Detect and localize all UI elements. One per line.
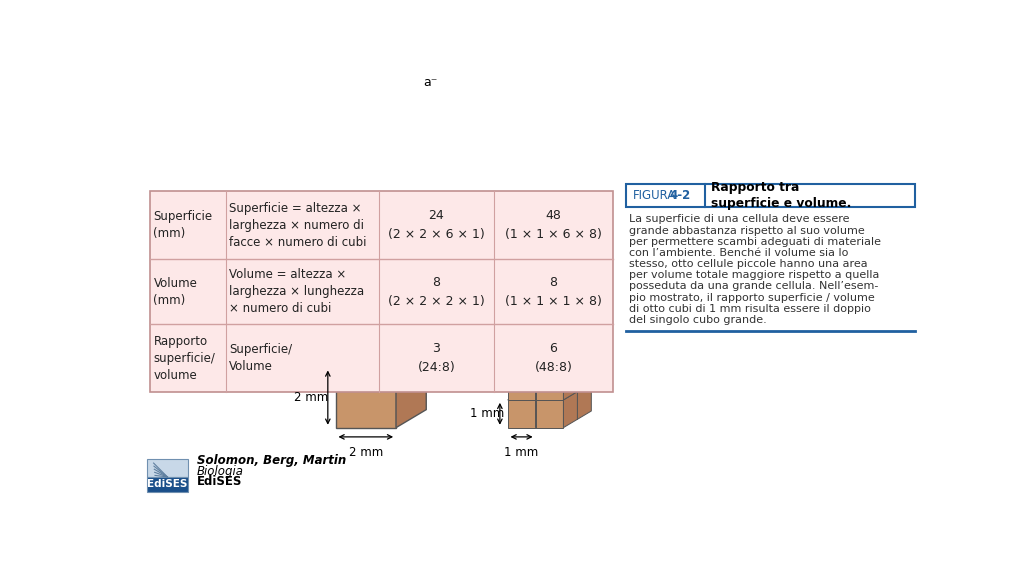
Text: Superficie = altezza ×
larghezza × numero di
facce × numero di cubi: Superficie = altezza × larghezza × numer… <box>229 202 367 249</box>
Text: Biologia: Biologia <box>196 465 243 478</box>
Polygon shape <box>507 372 535 400</box>
Polygon shape <box>507 364 549 372</box>
Polygon shape <box>549 383 591 392</box>
Polygon shape <box>564 392 577 427</box>
Text: Volume = altezza ×
larghezza × lunghezza
× numero di cubi: Volume = altezza × larghezza × lunghezza… <box>229 268 364 316</box>
Text: Solomon, Berg, Martin: Solomon, Berg, Martin <box>196 454 346 467</box>
Text: grande abbastanza rispetto al suo volume: grande abbastanza rispetto al suo volume <box>629 226 865 235</box>
Polygon shape <box>522 392 549 419</box>
Polygon shape <box>549 364 577 392</box>
Polygon shape <box>522 356 564 364</box>
FancyBboxPatch shape <box>149 259 613 324</box>
Text: 8
(1 × 1 × 1 × 8): 8 (1 × 1 × 1 × 8) <box>505 276 602 308</box>
Polygon shape <box>535 392 549 427</box>
Polygon shape <box>535 372 564 400</box>
Polygon shape <box>577 356 591 392</box>
Text: per volume totale maggiore rispetto a quella: per volume totale maggiore rispetto a qu… <box>629 270 880 280</box>
Polygon shape <box>549 356 564 392</box>
Text: per permettere scambi adeguati di materiale: per permettere scambi adeguati di materi… <box>629 237 881 246</box>
Text: EdiSES: EdiSES <box>147 480 187 490</box>
Text: FIGURA: FIGURA <box>632 188 675 202</box>
Text: 4-2: 4-2 <box>670 188 691 202</box>
Polygon shape <box>535 400 564 427</box>
FancyBboxPatch shape <box>149 191 613 259</box>
Text: Rapporto
superficie/
volume: Rapporto superficie/ volume <box>153 335 215 382</box>
Text: di otto cubi di 1 mm risulta essere il doppio: di otto cubi di 1 mm risulta essere il d… <box>629 304 872 314</box>
Polygon shape <box>522 364 549 392</box>
Text: con l’ambiente. Benché il volume sia lo: con l’ambiente. Benché il volume sia lo <box>629 248 849 258</box>
Polygon shape <box>396 350 427 427</box>
Text: Volume
(mm): Volume (mm) <box>153 277 197 307</box>
Text: a⁻: a⁻ <box>422 76 437 89</box>
Polygon shape <box>549 383 564 419</box>
Polygon shape <box>549 392 577 419</box>
FancyBboxPatch shape <box>626 183 915 206</box>
Text: 2 mm: 2 mm <box>349 446 383 459</box>
Text: 2 mm: 2 mm <box>294 391 328 404</box>
Text: 1 mm: 1 mm <box>471 407 504 420</box>
Text: La superficie di una cellula deve essere: La superficie di una cellula deve essere <box>629 215 850 224</box>
Polygon shape <box>535 364 577 372</box>
FancyBboxPatch shape <box>147 459 187 477</box>
FancyBboxPatch shape <box>149 324 613 392</box>
Text: Superficie/
Volume: Superficie/ Volume <box>229 343 293 374</box>
Text: 1 mm: 1 mm <box>504 446 539 459</box>
Text: 8
(2 × 2 × 2 × 1): 8 (2 × 2 × 2 × 1) <box>388 276 485 308</box>
FancyBboxPatch shape <box>147 477 187 492</box>
Polygon shape <box>507 392 549 400</box>
Polygon shape <box>535 364 549 400</box>
Text: 24
(2 × 2 × 6 × 1): 24 (2 × 2 × 6 × 1) <box>388 209 485 241</box>
Text: 3
(24:8): 3 (24:8) <box>417 342 455 374</box>
Text: Superficie
(mm): Superficie (mm) <box>153 210 213 240</box>
Polygon shape <box>564 364 577 400</box>
Text: 48
(1 × 1 × 6 × 8): 48 (1 × 1 × 6 × 8) <box>505 209 602 241</box>
Polygon shape <box>336 350 427 368</box>
Text: Rapporto tra
superficie e volume.: Rapporto tra superficie e volume. <box>711 180 852 209</box>
Polygon shape <box>507 400 535 427</box>
Text: del singolo cubo grande.: del singolo cubo grande. <box>629 315 767 325</box>
Text: 6
(48:8): 6 (48:8) <box>534 342 572 374</box>
Polygon shape <box>549 356 591 364</box>
Text: posseduta da una grande cellula. Nell’esem-: posseduta da una grande cellula. Nell’es… <box>629 281 879 291</box>
Text: pio mostrato, il rapporto superficie / volume: pio mostrato, il rapporto superficie / v… <box>629 292 875 303</box>
Polygon shape <box>336 368 396 427</box>
Polygon shape <box>535 392 577 400</box>
Text: EdiSES: EdiSES <box>196 476 242 488</box>
Polygon shape <box>522 383 564 392</box>
Polygon shape <box>577 383 591 419</box>
Text: stesso, otto cellule piccole hanno una area: stesso, otto cellule piccole hanno una a… <box>629 259 868 269</box>
